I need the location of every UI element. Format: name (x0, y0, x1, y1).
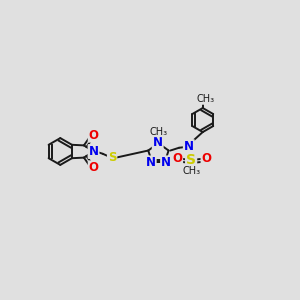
Text: N: N (161, 156, 171, 170)
Text: CH₃: CH₃ (149, 127, 167, 136)
Text: CH₃: CH₃ (196, 94, 214, 104)
Text: S: S (186, 153, 196, 167)
Text: N: N (184, 140, 194, 153)
Text: O: O (89, 129, 99, 142)
Text: N: N (146, 156, 156, 170)
Text: CH₃: CH₃ (182, 166, 200, 176)
Text: N: N (88, 145, 98, 158)
Text: S: S (108, 152, 116, 164)
Text: O: O (202, 152, 212, 165)
Text: O: O (172, 152, 182, 165)
Text: N: N (153, 136, 163, 149)
Text: O: O (89, 161, 99, 174)
